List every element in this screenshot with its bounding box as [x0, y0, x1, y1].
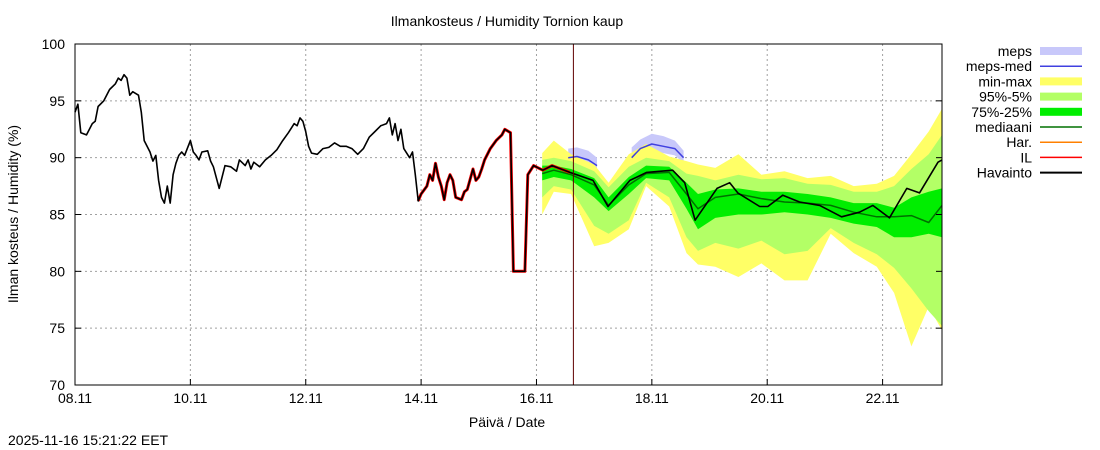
x-tick-label: 10.11: [173, 390, 207, 406]
legend-swatch-p75_25: [1040, 107, 1082, 116]
timestamp: 2025-11-16 15:21:22 EET: [8, 432, 169, 448]
chart-title: Ilmankosteus / Humidity Tornion kaup: [391, 13, 624, 29]
axes: 70 75 80 85 90 95 100 08.11 10.11 12.11 14.11 16.11…: [42, 36, 943, 406]
legend-label-har: Har.: [1006, 134, 1032, 150]
y-tick-label: 85: [49, 207, 65, 223]
y-tick-label: 90: [49, 150, 65, 166]
y-tick-label: 80: [49, 263, 65, 279]
meps-med-line: [631, 143, 685, 159]
legend-swatch-p95_5: [1040, 92, 1082, 101]
y-tick-label: 70: [49, 377, 65, 393]
p75-25-band: [542, 165, 942, 238]
p95-5-band: [542, 134, 942, 326]
meps-med-line: [568, 155, 598, 167]
observation-line: [74, 73, 943, 273]
legend-label-obs: Havainto: [977, 165, 1032, 181]
plot-area: [74, 44, 943, 385]
legend-label-minmax: min-max: [978, 73, 1032, 89]
legend-label-p95_5: 95%-5%: [979, 89, 1032, 105]
y-tick-label: 100: [42, 36, 66, 52]
legend-swatch-meps: [1040, 47, 1082, 55]
x-tick-label: 08.11: [58, 390, 92, 406]
meps-band: [631, 133, 684, 164]
legend-label-meps: meps: [998, 43, 1032, 59]
x-tick-label: 14.11: [404, 390, 438, 406]
y-axis-label: Ilman kosteus / Humidity (%): [5, 125, 21, 303]
x-tick-label: 12.11: [289, 390, 323, 406]
x-tick-label: 16.11: [519, 390, 553, 406]
y-tick-label: 95: [49, 93, 65, 109]
legend-label-meps_med: meps-med: [966, 58, 1032, 74]
legend: mepsmeps-medmin-max95%-5%75%-25%mediaani…: [966, 43, 1082, 181]
x-tick-label: 18.11: [635, 390, 669, 406]
legend-label-il: IL: [1020, 149, 1032, 165]
legend-swatch-minmax: [1040, 77, 1082, 86]
legend-label-median: mediaani: [975, 119, 1032, 135]
y-tick-label: 75: [49, 320, 65, 336]
legend-label-p75_25: 75%-25%: [971, 104, 1032, 120]
x-axis-label: Päivä / Date: [469, 414, 545, 430]
x-tick-label: 20.11: [750, 390, 784, 406]
x-tick-label: 22.11: [866, 390, 900, 406]
